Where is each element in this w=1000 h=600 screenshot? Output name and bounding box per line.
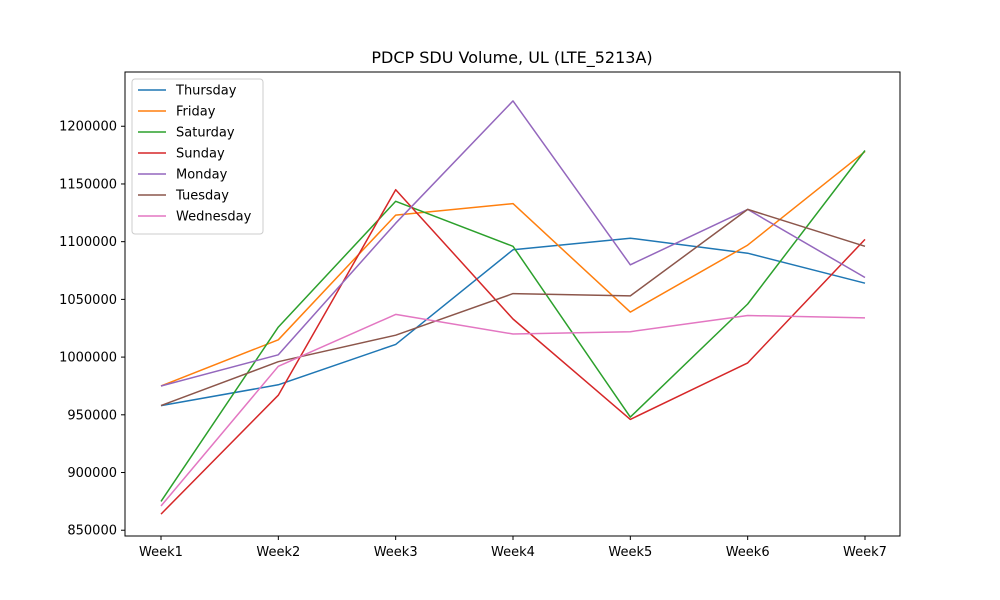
plot-lines [160, 100, 866, 515]
series-line-saturday [160, 150, 866, 502]
series-line-tuesday [160, 208, 866, 407]
x-tick-label: Week1 [139, 545, 183, 560]
y-axis: 850000 900000 950000 1000000 1050000 1100000 1… [59, 120, 125, 539]
legend-label-monday: Monday [176, 168, 228, 183]
legend-label-sunday: Sunday [176, 147, 225, 162]
y-tick-label: 1000000 [59, 351, 117, 366]
legend-label-tuesday: Tuesday [175, 189, 229, 204]
y-tick-label: 850000 [67, 524, 117, 539]
x-tick-label: Week5 [608, 545, 652, 560]
series-line-friday [160, 151, 866, 387]
series-line-sunday [160, 188, 866, 515]
chart-title: PDCP SDU Volume, UL (LTE_5213A) [371, 48, 652, 68]
series-line-thursday [160, 237, 866, 407]
legend-label-friday: Friday [176, 105, 216, 120]
y-tick-label: 1050000 [59, 293, 117, 308]
x-tick-label: Week4 [491, 545, 535, 560]
y-tick-label: 1100000 [59, 235, 117, 250]
y-tick-label: 900000 [67, 466, 117, 481]
legend: Thursday Friday Saturday Sunday Monday Tuesda… [131, 78, 264, 235]
series-line-wednesday [160, 313, 866, 507]
x-tick-label: Week7 [843, 545, 887, 560]
y-tick-label: 1200000 [59, 120, 117, 135]
y-tick-label: 1150000 [59, 177, 117, 192]
x-tick-label: Week2 [256, 545, 300, 560]
x-tick-label: Week6 [726, 545, 770, 560]
legend-label-saturday: Saturday [176, 126, 235, 141]
x-tick-label: Week3 [374, 545, 418, 560]
x-axis: Week1 Week2 Week3 Week4 Week5 Week6 Week7 [139, 536, 887, 560]
legend-label-thursday: Thursday [175, 84, 237, 99]
legend-label-wednesday: Wednesday [176, 210, 252, 225]
plot-frame [124, 71, 901, 537]
y-tick-label: 950000 [67, 408, 117, 423]
